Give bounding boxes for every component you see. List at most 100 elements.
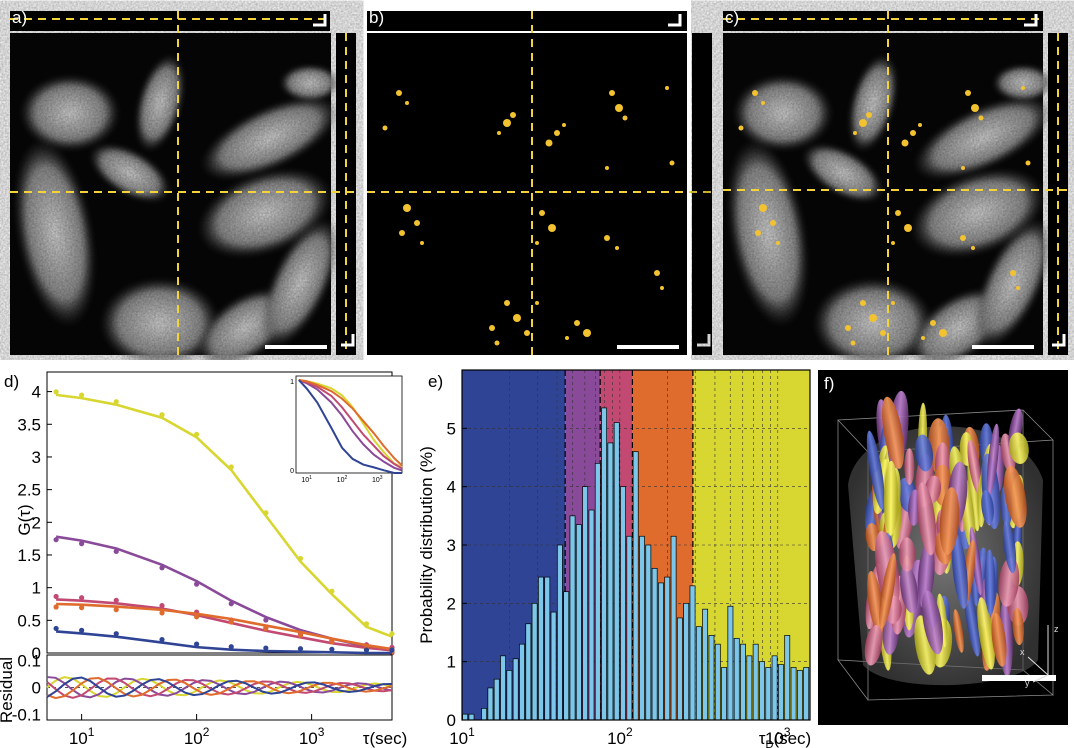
data-point — [159, 412, 165, 418]
data-point — [329, 588, 335, 594]
data-point — [228, 464, 234, 470]
domain-pill — [964, 586, 981, 657]
y-tick-label: 2 — [447, 594, 456, 613]
data-point — [79, 605, 85, 611]
data-point — [159, 602, 165, 609]
panel-a-label: a) — [12, 8, 28, 27]
domain-pill — [939, 487, 960, 555]
domain-pill — [967, 439, 982, 495]
histogram-bar — [575, 524, 582, 721]
histogram-bar — [607, 442, 614, 721]
histogram-bar — [512, 658, 519, 721]
fit-line — [55, 393, 393, 638]
data-point — [389, 631, 395, 637]
domain-pill — [899, 564, 919, 614]
residual-tick-label: -0.1 — [12, 706, 41, 725]
domain-pill — [953, 609, 964, 653]
histogram-bar — [582, 486, 589, 721]
domain-pill — [951, 533, 968, 609]
x-tick-label: 101 — [449, 725, 475, 748]
inset-line — [298, 379, 403, 472]
domain-pill — [984, 549, 996, 616]
histogram-bar — [721, 667, 727, 721]
residual-tick-label: 0.1 — [17, 651, 41, 670]
histogram-bar — [740, 643, 746, 721]
x-axis-label: τ(sec) — [363, 729, 408, 748]
plot-frame — [46, 371, 393, 654]
inset-x-tick-label: 102 — [337, 475, 348, 484]
data-point — [329, 639, 335, 645]
data-point — [53, 593, 59, 600]
y-tick-label: 3.5 — [17, 415, 41, 434]
histogram-bar — [759, 661, 765, 721]
axis-z-label: z — [1054, 624, 1059, 634]
data-point — [53, 389, 59, 395]
histogram-bar — [519, 643, 525, 721]
data-point — [53, 625, 59, 632]
histogram-bar — [645, 544, 652, 721]
inset-x-tick-label: 103 — [372, 475, 383, 484]
residual-line — [46, 676, 393, 698]
y-tick-label: 2.5 — [17, 481, 41, 500]
data-point — [389, 647, 395, 653]
histogram-bar — [727, 605, 734, 721]
y-axis-label: Probability distribution (%) — [420, 446, 436, 643]
y-tick-label: 4 — [447, 478, 456, 497]
scale-bar — [265, 345, 327, 349]
histogram-bar — [462, 713, 469, 721]
domain-pill — [991, 613, 1007, 667]
domain-pill — [904, 448, 915, 485]
panel-b-label: b) — [369, 8, 385, 27]
histogram-bar — [620, 486, 626, 721]
histogram-bar — [796, 670, 803, 721]
histogram-bar — [670, 535, 677, 721]
y-tick-label: 0 — [447, 711, 456, 730]
x-tick-label: 103 — [299, 725, 325, 748]
histogram-bar — [639, 535, 645, 721]
domain-pill — [883, 460, 898, 536]
data-point — [194, 581, 200, 587]
inset-x-tick-label: 101 — [301, 475, 312, 484]
data-point — [263, 625, 269, 632]
data-point — [79, 627, 85, 633]
fit-line — [56, 630, 392, 655]
domain-pill — [1004, 465, 1027, 528]
histogram-bar — [601, 407, 608, 721]
histogram-bar — [790, 667, 797, 721]
fit-line — [56, 602, 393, 651]
domain-pill — [981, 490, 994, 525]
data-point — [329, 646, 335, 652]
domain-pill — [866, 430, 885, 510]
histogram-bar — [664, 576, 671, 721]
data-point — [194, 641, 200, 647]
histogram-bar — [594, 462, 601, 721]
data-point — [79, 541, 85, 547]
residual-axis-label: Residual — [0, 657, 16, 723]
histogram-bar — [651, 567, 658, 721]
inset-line — [298, 379, 403, 470]
fit-line — [55, 535, 393, 652]
histogram-bar — [556, 544, 563, 721]
histogram-bar — [695, 626, 702, 721]
y-tick-label: 3 — [447, 536, 456, 555]
histogram-bar — [803, 667, 810, 721]
data-point — [363, 621, 370, 627]
histogram-bar — [752, 643, 759, 721]
data-point — [263, 617, 269, 623]
data-point — [79, 392, 85, 398]
histogram-bar — [531, 602, 538, 721]
histogram-bar — [708, 635, 715, 721]
data-point — [159, 610, 165, 616]
y-tick-label: 1 — [447, 653, 456, 672]
data-point — [113, 399, 119, 405]
histogram-bar — [702, 608, 709, 721]
histogram-bar — [714, 643, 721, 721]
histogram-bar — [525, 623, 532, 721]
y-tick-label: 2 — [32, 513, 41, 532]
x-tick-label: 102 — [184, 725, 210, 748]
data-point — [79, 595, 85, 601]
domain-pill — [977, 597, 995, 670]
residual-line — [46, 677, 393, 700]
data-point — [297, 632, 304, 638]
histogram-bar — [683, 602, 690, 721]
